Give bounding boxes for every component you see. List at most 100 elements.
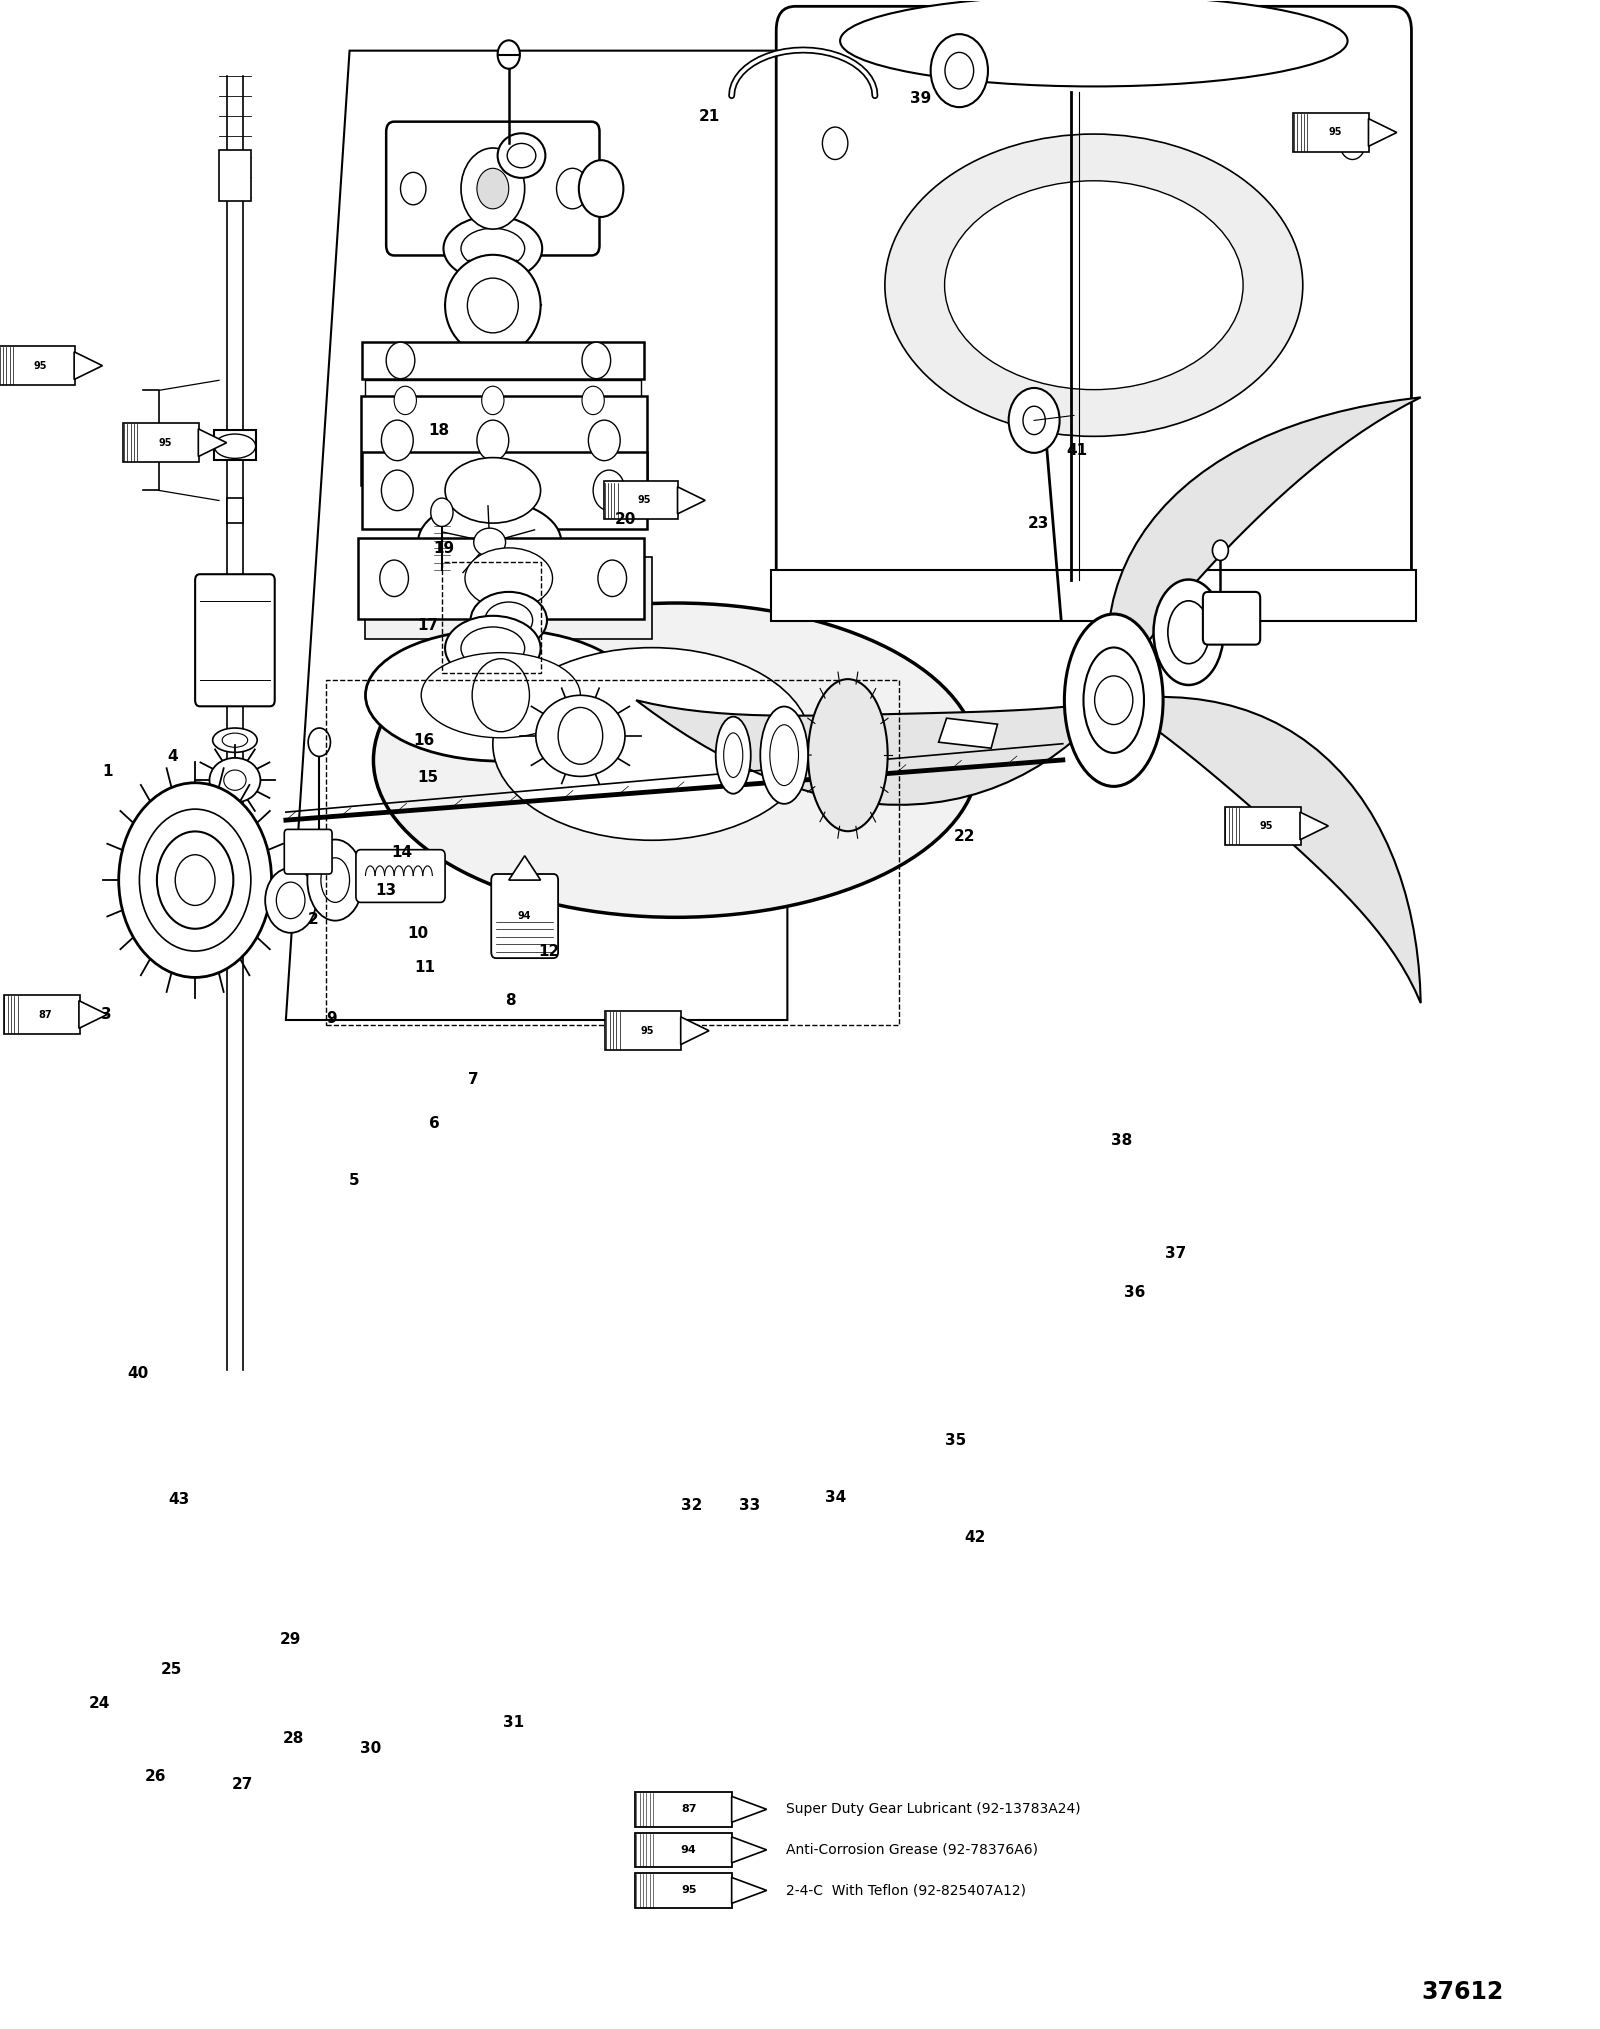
Text: 95: 95 <box>638 495 651 505</box>
Polygon shape <box>357 538 645 619</box>
Circle shape <box>557 168 589 209</box>
Text: 6: 6 <box>429 1116 440 1132</box>
Circle shape <box>461 148 525 229</box>
Circle shape <box>379 560 408 597</box>
Text: 87: 87 <box>682 1804 696 1814</box>
Text: 37: 37 <box>1165 1246 1187 1262</box>
Text: 95: 95 <box>640 1027 654 1035</box>
Ellipse shape <box>176 854 214 905</box>
Ellipse shape <box>365 629 637 761</box>
Ellipse shape <box>307 840 363 921</box>
Text: 95: 95 <box>682 1885 696 1895</box>
Text: 8: 8 <box>506 992 515 1008</box>
Polygon shape <box>1114 696 1421 1002</box>
Ellipse shape <box>470 592 547 649</box>
Ellipse shape <box>507 144 536 168</box>
Circle shape <box>946 53 974 89</box>
Text: 23: 23 <box>1029 515 1050 532</box>
Bar <box>365 558 653 639</box>
Polygon shape <box>1301 812 1328 840</box>
Ellipse shape <box>139 810 251 952</box>
Circle shape <box>1339 128 1365 160</box>
Text: 18: 18 <box>429 424 450 438</box>
Polygon shape <box>680 1017 709 1045</box>
FancyBboxPatch shape <box>635 1792 733 1826</box>
Text: 30: 30 <box>360 1741 381 1755</box>
Circle shape <box>822 128 848 160</box>
Text: 24: 24 <box>90 1696 110 1710</box>
Ellipse shape <box>715 716 750 793</box>
Ellipse shape <box>213 728 258 753</box>
Polygon shape <box>78 1000 107 1029</box>
Circle shape <box>589 420 621 461</box>
Ellipse shape <box>277 883 306 919</box>
Text: 13: 13 <box>376 883 397 899</box>
Ellipse shape <box>467 278 518 333</box>
Circle shape <box>400 172 426 205</box>
FancyBboxPatch shape <box>491 874 558 958</box>
Ellipse shape <box>157 832 234 929</box>
Text: 39: 39 <box>910 91 931 106</box>
Text: 5: 5 <box>349 1173 360 1189</box>
Circle shape <box>381 420 413 461</box>
Text: 9: 9 <box>326 1010 338 1027</box>
Ellipse shape <box>885 134 1302 436</box>
FancyBboxPatch shape <box>635 1873 733 1907</box>
Text: 40: 40 <box>126 1366 149 1382</box>
Text: Anti-Corrosion Grease (92-78376A6): Anti-Corrosion Grease (92-78376A6) <box>786 1842 1038 1857</box>
Text: 95: 95 <box>1259 822 1274 832</box>
Polygon shape <box>677 487 706 513</box>
Ellipse shape <box>474 528 506 556</box>
FancyBboxPatch shape <box>1293 114 1370 152</box>
Ellipse shape <box>944 181 1243 390</box>
FancyBboxPatch shape <box>386 122 600 256</box>
Polygon shape <box>74 351 102 379</box>
Polygon shape <box>1368 118 1397 146</box>
Ellipse shape <box>266 868 317 933</box>
Bar <box>442 562 541 674</box>
Text: 10: 10 <box>408 925 429 941</box>
Ellipse shape <box>418 499 562 584</box>
Ellipse shape <box>445 459 541 523</box>
FancyBboxPatch shape <box>355 850 445 903</box>
Text: 33: 33 <box>739 1497 760 1514</box>
Ellipse shape <box>443 215 542 280</box>
Ellipse shape <box>1064 615 1163 787</box>
FancyBboxPatch shape <box>195 574 275 706</box>
Text: 29: 29 <box>280 1631 301 1646</box>
Text: 14: 14 <box>392 844 413 860</box>
Ellipse shape <box>1083 647 1144 753</box>
Text: 41: 41 <box>1067 442 1088 459</box>
Circle shape <box>498 41 520 69</box>
FancyBboxPatch shape <box>1203 592 1261 645</box>
Ellipse shape <box>210 759 261 801</box>
Text: 42: 42 <box>965 1530 986 1546</box>
Circle shape <box>1213 540 1229 560</box>
Text: 21: 21 <box>699 110 720 124</box>
Circle shape <box>430 497 453 526</box>
Ellipse shape <box>421 653 581 739</box>
Text: 2: 2 <box>307 911 318 927</box>
Polygon shape <box>731 1836 766 1863</box>
Ellipse shape <box>1168 601 1210 663</box>
Bar <box>227 499 243 523</box>
Text: 17: 17 <box>418 617 438 633</box>
FancyBboxPatch shape <box>285 830 333 874</box>
Text: 3: 3 <box>101 1006 112 1023</box>
Ellipse shape <box>808 680 888 832</box>
Polygon shape <box>198 428 227 457</box>
Circle shape <box>579 160 624 217</box>
Text: 36: 36 <box>1123 1284 1146 1301</box>
Text: 34: 34 <box>824 1489 846 1506</box>
Bar <box>219 150 251 201</box>
Polygon shape <box>637 700 1114 806</box>
Text: 19: 19 <box>434 540 454 556</box>
Ellipse shape <box>118 783 272 978</box>
Polygon shape <box>362 452 648 530</box>
Circle shape <box>482 386 504 414</box>
Ellipse shape <box>373 603 979 917</box>
Ellipse shape <box>840 0 1347 87</box>
Text: 87: 87 <box>38 1010 53 1019</box>
Text: 1: 1 <box>102 763 114 779</box>
Text: 32: 32 <box>682 1497 702 1514</box>
